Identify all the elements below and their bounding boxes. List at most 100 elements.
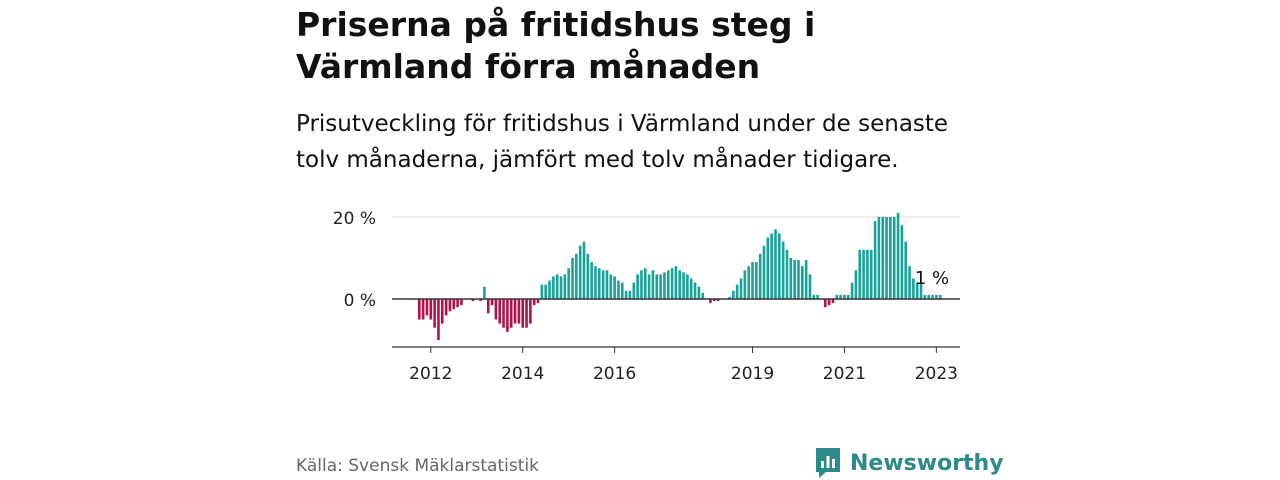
bar bbox=[663, 272, 666, 299]
bar bbox=[674, 266, 678, 299]
bar bbox=[896, 212, 900, 299]
bar bbox=[548, 280, 551, 299]
bar bbox=[770, 233, 773, 299]
bar bbox=[900, 225, 904, 299]
bar bbox=[755, 262, 758, 299]
bar bbox=[789, 258, 793, 299]
bar bbox=[908, 266, 911, 299]
y-tick-label-20: 20 % bbox=[333, 209, 376, 229]
bar bbox=[877, 217, 881, 299]
bar bbox=[931, 294, 934, 299]
bar bbox=[440, 299, 444, 324]
bar bbox=[801, 266, 804, 299]
bar bbox=[739, 278, 743, 299]
bar bbox=[437, 299, 440, 340]
bar bbox=[889, 217, 892, 299]
bar bbox=[823, 299, 827, 308]
bar bbox=[732, 290, 735, 299]
bar bbox=[486, 299, 490, 314]
bar bbox=[578, 245, 582, 299]
bar bbox=[758, 253, 762, 299]
brand-name: Newsworthy bbox=[850, 450, 1004, 476]
bar bbox=[781, 241, 785, 299]
bar bbox=[686, 274, 689, 299]
bar bbox=[709, 299, 712, 304]
bar bbox=[494, 299, 498, 320]
bar bbox=[532, 299, 536, 306]
bar bbox=[712, 299, 716, 302]
bar bbox=[601, 270, 605, 299]
bar bbox=[444, 299, 448, 316]
bar bbox=[506, 299, 509, 332]
bars-group bbox=[418, 212, 942, 340]
bar bbox=[643, 268, 647, 299]
bar bbox=[778, 233, 781, 299]
bar-chart: 20 % 0 % 2012 2014 2016 2019 2021 2023 1 % bbox=[333, 209, 960, 384]
bar bbox=[912, 278, 915, 299]
bar bbox=[919, 282, 923, 299]
bar bbox=[808, 274, 812, 299]
chart-title: Priserna på fritidshus steg i Värmland f… bbox=[296, 5, 816, 86]
bar bbox=[567, 268, 570, 299]
bar bbox=[854, 270, 858, 299]
bar bbox=[536, 299, 540, 304]
bar bbox=[743, 270, 747, 299]
bar bbox=[490, 299, 494, 306]
bar bbox=[479, 299, 482, 302]
bar bbox=[594, 266, 597, 299]
bar bbox=[659, 274, 662, 299]
bar bbox=[624, 290, 628, 299]
bar bbox=[904, 241, 908, 299]
x-tick-label: 2021 bbox=[823, 364, 866, 384]
bar bbox=[846, 294, 850, 299]
bar bbox=[628, 290, 632, 299]
bar bbox=[797, 260, 800, 299]
bar bbox=[881, 217, 885, 299]
bar bbox=[632, 282, 636, 299]
x-tick-label: 2014 bbox=[501, 364, 544, 384]
x-tick-label: 2016 bbox=[593, 364, 636, 384]
bar bbox=[927, 294, 930, 299]
bar bbox=[544, 284, 547, 299]
x-ticks-group: 2012 2014 2016 2019 2021 2023 bbox=[409, 347, 958, 384]
bar bbox=[418, 299, 421, 320]
bar bbox=[751, 262, 754, 299]
bar bbox=[636, 274, 639, 299]
bar bbox=[571, 258, 574, 299]
bar bbox=[839, 294, 842, 299]
bar bbox=[640, 270, 643, 299]
bar bbox=[590, 262, 593, 299]
bar bbox=[613, 276, 616, 299]
bar bbox=[762, 245, 766, 299]
bar bbox=[816, 294, 819, 299]
bar bbox=[617, 280, 620, 299]
bar bbox=[582, 241, 586, 299]
bar bbox=[812, 294, 816, 299]
bar bbox=[827, 299, 831, 306]
bar bbox=[670, 268, 674, 299]
bar bbox=[774, 229, 777, 299]
bar bbox=[935, 294, 938, 299]
bar bbox=[460, 299, 463, 306]
bar bbox=[728, 296, 731, 299]
bar bbox=[552, 276, 555, 299]
bar bbox=[421, 299, 425, 320]
bar bbox=[513, 299, 517, 324]
bar bbox=[517, 299, 521, 324]
bar bbox=[452, 299, 456, 310]
bar bbox=[425, 299, 429, 316]
bar bbox=[682, 272, 685, 299]
bar bbox=[858, 249, 862, 299]
bar bbox=[502, 299, 505, 328]
bar bbox=[498, 299, 502, 324]
bar bbox=[647, 274, 651, 299]
newsworthy-logo-icon bbox=[816, 448, 840, 478]
bar bbox=[835, 294, 839, 299]
bar bbox=[605, 270, 609, 299]
bar bbox=[471, 299, 475, 302]
bar bbox=[843, 294, 846, 299]
bar bbox=[563, 274, 567, 299]
bar bbox=[885, 217, 888, 299]
bar bbox=[785, 249, 789, 299]
chart-card: Priserna på fritidshus steg i Värmland f… bbox=[294, 0, 1004, 480]
